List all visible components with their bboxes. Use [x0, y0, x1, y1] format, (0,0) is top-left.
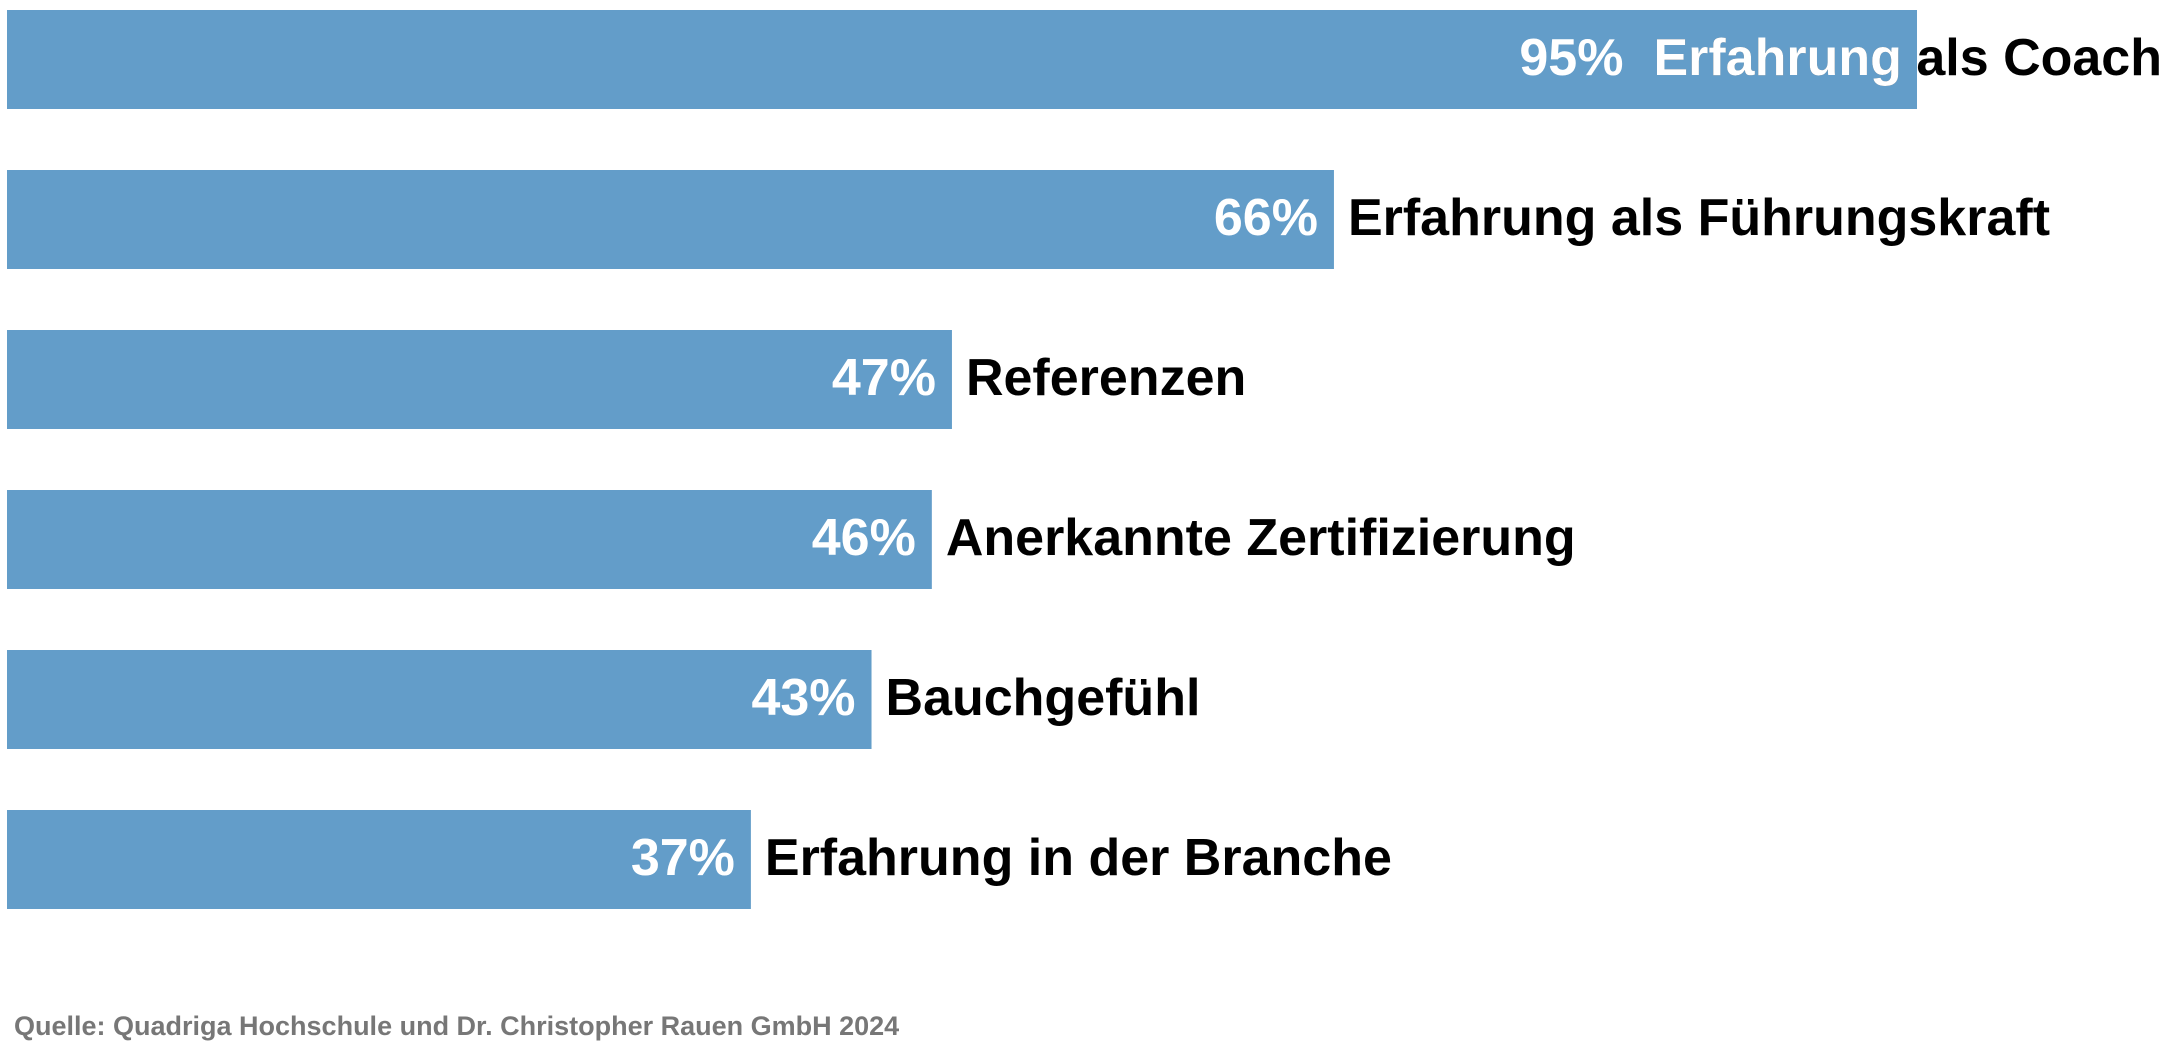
value-label: 46%: [812, 509, 916, 567]
source-note: Quelle: Quadriga Hochschule und Dr. Chri…: [14, 1011, 899, 1041]
value-label: 47%: [832, 349, 936, 407]
bar: [7, 10, 1917, 109]
value-label: 95%: [1519, 29, 1623, 87]
category-label: Erfahrung als Führungskraft: [1348, 189, 2050, 247]
category-label: Erfahrung als Coach: [1653, 29, 2162, 87]
category-label: Bauchgefühl: [886, 669, 1201, 727]
bar: [7, 330, 952, 429]
value-label: 66%: [1214, 189, 1318, 247]
category-label: Anerkannte Zertifizierung: [946, 509, 1576, 567]
category-label: Erfahrung in der Branche: [765, 829, 1392, 887]
bar: [7, 650, 872, 749]
category-label: Erfahrung als Coach: [1653, 29, 2162, 87]
value-label: 43%: [751, 669, 855, 727]
bar: [7, 810, 751, 909]
value-label: 37%: [631, 829, 735, 887]
category-label: Referenzen: [966, 349, 1246, 407]
bar: [7, 170, 1334, 269]
bar: [7, 490, 932, 589]
